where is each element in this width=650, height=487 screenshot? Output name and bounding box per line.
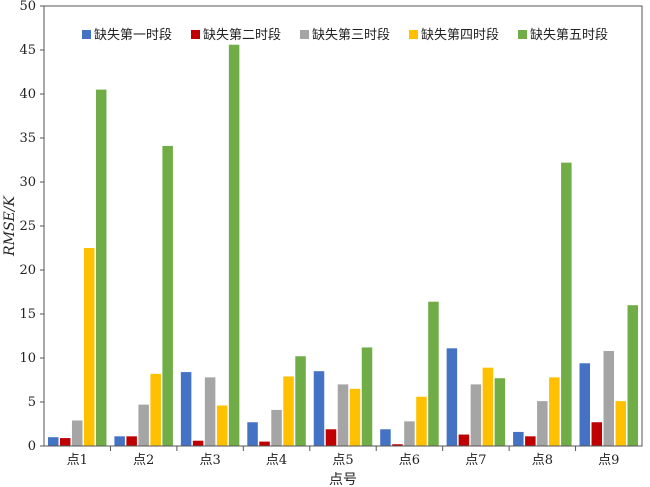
legend-label: 缺失第四时段 [421,28,499,43]
y-tick-label: 30 [19,175,36,190]
bar [361,347,373,446]
bar [259,441,270,446]
bar [428,301,439,446]
bar [458,434,470,446]
y-tick-label: 50 [19,0,36,14]
ticks-layer: 0 5 10 15 20 25 30 35 40 45 50 点1 点2 点3 点4 点5 点6 点7 点8 点9 [19,0,619,468]
bar [313,371,325,446]
x-tick-label: 点8 [532,453,553,468]
x-tick-label: 点5 [332,453,353,468]
bar [579,363,591,446]
legend-swatch [82,30,91,39]
bar [325,429,337,446]
bar [95,89,107,446]
y-tick-label: 5 [28,395,36,410]
bar [59,438,71,446]
legend-swatch [300,30,309,39]
y-tick-label: 10 [19,351,36,366]
bar [283,376,294,446]
bar [404,421,415,446]
y-tick-label: 40 [19,87,36,102]
bar [537,401,548,446]
bar [114,436,125,446]
bar [180,372,192,446]
bar [416,396,427,446]
y-tick-label: 45 [19,43,36,58]
bar [295,356,306,446]
x-tick-label: 点4 [266,453,287,468]
bar [47,437,59,446]
y-tick-label: 35 [19,131,36,146]
x-tick-label: 点1 [67,453,88,468]
bar [138,404,149,446]
bar [494,378,506,446]
bar [470,384,482,446]
legend-label: 缺失第三时段 [312,28,390,43]
bar [591,422,603,446]
bar [549,377,560,446]
legend-label: 缺失第二时段 [203,28,281,43]
bar [446,348,458,446]
y-tick-label: 20 [19,263,36,278]
bar [216,405,228,446]
bars-layer [47,44,639,447]
bar [162,145,173,447]
legend-swatch [409,30,418,39]
bar [525,436,536,446]
legend-label: 缺失第五时段 [530,28,608,43]
bar [392,444,403,446]
y-tick-label: 15 [19,307,36,322]
bar [71,420,83,446]
bar [349,388,361,446]
x-tick-label: 点3 [199,453,220,468]
bar [126,436,137,446]
x-tick-label: 点9 [598,453,619,468]
bar [380,429,391,446]
bar [561,162,572,446]
bar [482,367,494,446]
y-tick-label: 25 [19,219,36,234]
bar [228,44,240,446]
bar [150,373,161,446]
legend-swatch [518,30,527,39]
y-axis-title: RMSE/K [2,195,18,257]
legend: 缺失第一时段 缺失第二时段 缺失第三时段 缺失第四时段 缺失第五时段 [82,28,608,43]
bar [271,409,282,446]
x-tick-label: 点7 [465,453,486,468]
y-tick-label: 0 [28,439,36,454]
bar [204,377,216,446]
bar [513,431,524,446]
bar [337,384,349,446]
bar [247,422,258,446]
bar [627,305,639,446]
x-tick-label: 点6 [399,453,420,468]
legend-swatch [191,30,200,39]
x-tick-label: 点2 [133,453,154,468]
bar [603,350,615,446]
legend-label: 缺失第一时段 [94,28,172,43]
bar [192,440,204,446]
bar [83,248,95,446]
bar [615,401,627,446]
x-axis-title: 点号 [329,472,357,487]
